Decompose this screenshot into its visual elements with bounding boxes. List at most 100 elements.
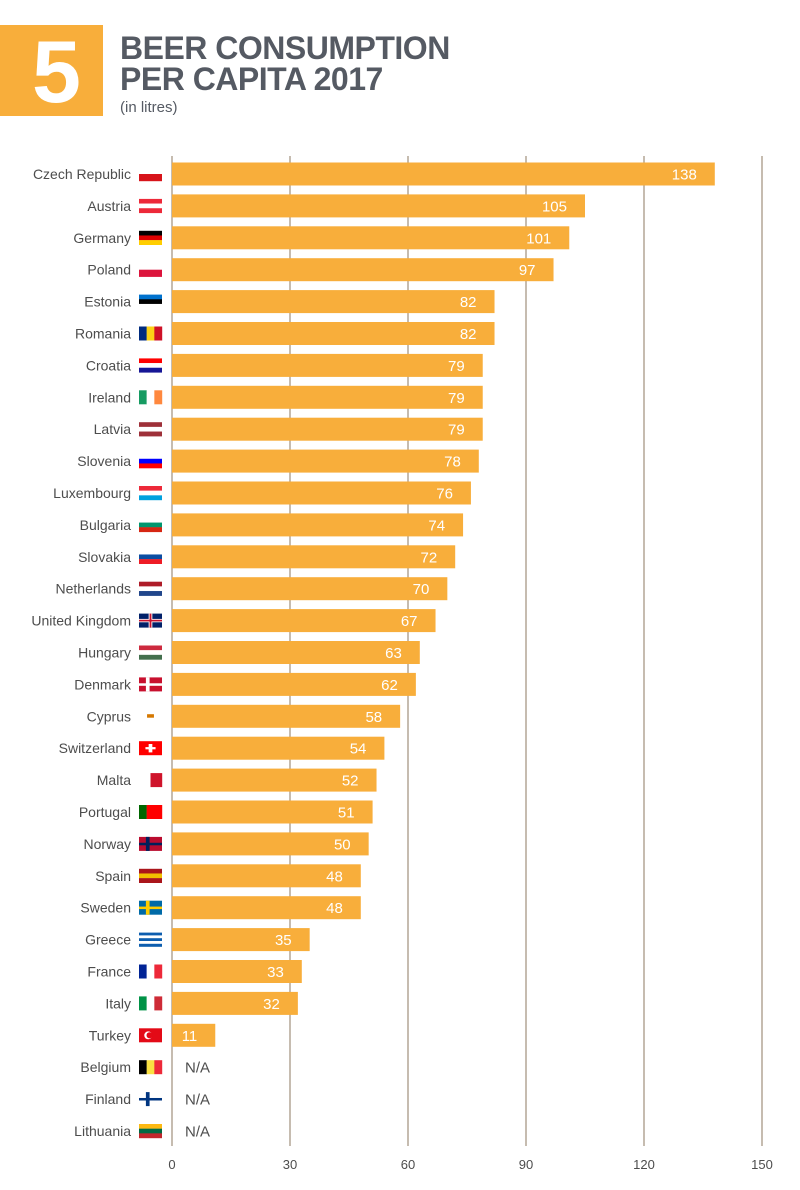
- country-label: Slovakia: [78, 549, 131, 565]
- x-tick-label: 90: [519, 1157, 533, 1172]
- country-label: Denmark: [74, 676, 132, 692]
- country-label: Czech Republic: [33, 166, 131, 182]
- flag-icon: [139, 613, 162, 628]
- bar-value-label: N/A: [185, 1060, 210, 1077]
- bar-value-label: N/A: [185, 1092, 210, 1109]
- x-tick-label: 120: [633, 1157, 655, 1172]
- flag-icon: [139, 517, 162, 533]
- bar: [172, 417, 483, 441]
- flag-icon: [139, 1092, 162, 1107]
- bar: [172, 672, 416, 696]
- flag-icon: [139, 741, 162, 756]
- bar: [172, 928, 310, 952]
- bar-value-label: 74: [428, 517, 445, 534]
- bar-value-label: 52: [342, 773, 359, 790]
- bar: [172, 736, 385, 760]
- flag-icon: [139, 805, 163, 819]
- flag-icon: [139, 326, 163, 341]
- country-label: Hungary: [78, 645, 131, 661]
- bar: [172, 864, 361, 888]
- country-label: Turkey: [89, 1027, 131, 1043]
- country-label: Lithuania: [74, 1123, 131, 1139]
- bar: [172, 896, 361, 920]
- bar: [172, 449, 479, 473]
- bar-value-label: 78: [444, 454, 461, 471]
- flag-icon: [139, 390, 163, 405]
- flag-icon: [139, 645, 162, 660]
- flag-icon: [139, 167, 162, 182]
- flag-icon: [139, 230, 162, 245]
- country-label: Sweden: [80, 900, 131, 916]
- bar-value-label: 58: [365, 709, 382, 726]
- flag-icon: [139, 358, 162, 373]
- bar: [172, 162, 715, 186]
- bar-value-label: 79: [448, 390, 465, 407]
- bar: [172, 545, 456, 569]
- flag-icon: [139, 1124, 162, 1139]
- country-label: Slovenia: [77, 453, 131, 469]
- chart-number: 5: [32, 22, 81, 121]
- bar: [172, 832, 369, 856]
- flag-icon: [139, 932, 162, 947]
- bar: [172, 641, 420, 664]
- country-label: Belgium: [80, 1059, 131, 1075]
- country-label: Poland: [87, 262, 131, 278]
- bar-value-label: 79: [448, 358, 465, 375]
- bar-value-label: 67: [401, 613, 418, 630]
- flag-icon: [139, 198, 162, 214]
- bar-value-label: 97: [519, 262, 536, 279]
- bar: [172, 991, 298, 1015]
- bar-value-label: 82: [460, 294, 477, 311]
- flag-icon: [139, 454, 162, 469]
- country-label: Spain: [95, 868, 131, 884]
- bar-value-label: 101: [526, 230, 551, 247]
- flag-icon: [139, 677, 162, 692]
- flag-icon: [139, 709, 162, 724]
- flag-icon: [139, 549, 162, 564]
- bar-value-label: 48: [326, 900, 343, 917]
- flag-icon: [139, 996, 163, 1011]
- x-tick-label: 60: [401, 1157, 415, 1172]
- chart-subtitle: (in litres): [120, 99, 178, 116]
- country-label: Romania: [75, 326, 131, 342]
- country-label: Latvia: [94, 421, 132, 437]
- country-label: France: [87, 964, 131, 980]
- bar-value-label: 62: [381, 677, 398, 694]
- flag-icon: [139, 964, 163, 979]
- flag-icon: [139, 486, 162, 501]
- bar: [172, 768, 377, 792]
- flag-icon: [139, 262, 162, 277]
- bar: [172, 385, 483, 409]
- country-label: Estonia: [84, 294, 131, 310]
- bar: [172, 353, 483, 377]
- bar: [172, 1023, 216, 1047]
- x-tick-label: 150: [751, 1157, 773, 1172]
- bar-value-label: 35: [275, 932, 292, 949]
- bar-value-label: N/A: [185, 1124, 210, 1141]
- chart-title: BEER CONSUMPTION PER CAPITA 2017: [120, 32, 450, 95]
- bar: [172, 194, 585, 218]
- bar-value-label: 51: [338, 805, 355, 822]
- flag-icon: [139, 294, 162, 309]
- bar: [172, 226, 570, 250]
- bar: [172, 609, 436, 633]
- bar-value-label: 79: [448, 422, 465, 439]
- chart-number-badge: 5: [0, 22, 103, 121]
- bar: [172, 481, 471, 505]
- flag-icon: [139, 773, 163, 788]
- country-label: Cyprus: [87, 708, 131, 724]
- flag-icon: [139, 1060, 163, 1075]
- bar: [172, 258, 554, 282]
- country-label: Finland: [85, 1091, 131, 1107]
- bar-value-label: 50: [334, 836, 351, 853]
- flag-icon: [139, 1028, 162, 1043]
- bar: [172, 290, 495, 314]
- bar-value-label: 82: [460, 326, 477, 343]
- bar: [172, 800, 373, 824]
- country-label: Netherlands: [56, 581, 132, 597]
- bar-value-label: 32: [263, 996, 280, 1013]
- bar-value-label: 76: [436, 486, 453, 503]
- flag-icon: [139, 836, 162, 851]
- bar-value-label: 72: [421, 549, 438, 566]
